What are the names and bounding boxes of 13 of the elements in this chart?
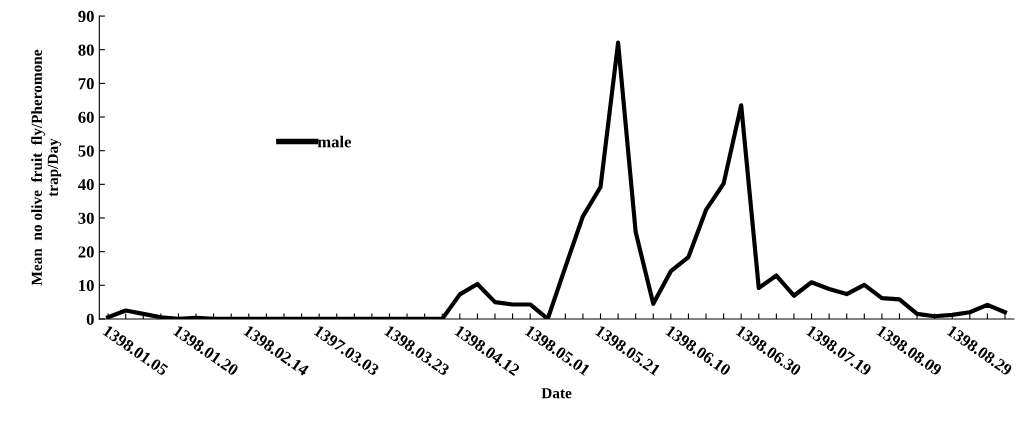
y-tick-label: 40 (78, 179, 94, 191)
y-tick-label: 30 (78, 212, 94, 224)
legend-label: male (317, 135, 352, 148)
y-tick-label: 0 (86, 313, 94, 325)
y-tick-label: 80 (78, 44, 94, 56)
y-axis-title: Mean no olive fruit fly/Pheromone trap/Day (31, 49, 62, 286)
y-tick-label: 50 (78, 145, 94, 157)
y-tick-label: 90 (78, 10, 94, 23)
y-tick-label: 20 (78, 246, 94, 258)
y-tick-label: 70 (78, 78, 94, 90)
x-axis-title: Date (541, 388, 572, 399)
y-tick-label: 60 (78, 111, 94, 123)
y-tick-label: 10 (79, 279, 94, 292)
